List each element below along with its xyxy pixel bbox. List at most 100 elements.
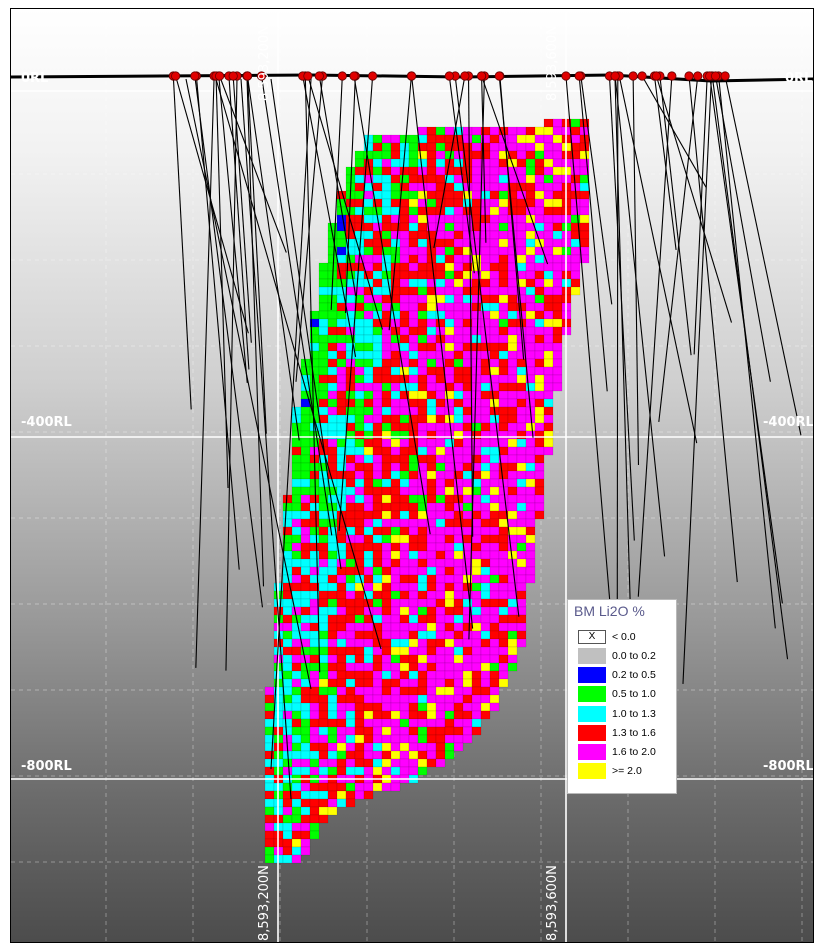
model-block <box>453 190 464 200</box>
model-block <box>363 190 374 200</box>
model-block <box>282 854 293 864</box>
model-block <box>408 598 419 608</box>
model-block <box>363 710 374 720</box>
model-block <box>507 422 518 432</box>
model-block <box>363 230 374 240</box>
model-block <box>480 294 491 304</box>
model-block <box>372 406 383 416</box>
model-block <box>381 438 392 448</box>
model-block <box>354 694 365 704</box>
legend-item: 1.0 to 1.3 <box>578 705 656 723</box>
model-block <box>309 750 320 760</box>
model-block <box>390 470 401 480</box>
model-block <box>291 470 302 480</box>
model-block <box>570 126 581 136</box>
model-block <box>489 462 500 472</box>
model-block <box>399 302 410 312</box>
model-block <box>507 494 518 504</box>
model-block <box>399 694 410 704</box>
model-block <box>498 398 509 408</box>
model-block <box>426 510 437 520</box>
drill-collar-marker <box>610 71 620 81</box>
model-block <box>399 446 410 456</box>
model-block <box>327 726 338 736</box>
model-block <box>408 278 419 288</box>
model-block <box>435 726 446 736</box>
model-block <box>480 598 491 608</box>
model-block <box>408 478 419 488</box>
model-block <box>507 446 518 456</box>
model-block <box>390 734 401 744</box>
model-block <box>408 462 419 472</box>
model-block <box>543 390 554 400</box>
model-block <box>507 598 518 608</box>
model-block <box>372 718 383 728</box>
legend-item: 0.0 to 0.2 <box>578 647 656 665</box>
model-block <box>264 686 275 696</box>
model-block <box>471 150 482 160</box>
rl-label-minus400-left: -400RL <box>21 415 72 430</box>
model-block <box>399 630 410 640</box>
model-block <box>426 390 437 400</box>
model-block <box>408 142 419 152</box>
legend-swatch <box>578 744 606 760</box>
model-block <box>327 238 338 248</box>
model-block <box>498 438 509 448</box>
model-block <box>516 470 527 480</box>
model-block <box>444 526 455 536</box>
model-block <box>291 766 302 776</box>
model-block <box>543 438 554 448</box>
model-block <box>282 814 293 824</box>
model-block <box>444 630 455 640</box>
model-block <box>318 550 329 560</box>
model-block <box>444 294 455 304</box>
model-block <box>480 582 491 592</box>
model-block <box>372 558 383 568</box>
model-block <box>345 446 356 456</box>
model-block <box>363 486 374 496</box>
drill-hole-trace <box>304 75 321 673</box>
model-block <box>507 198 518 208</box>
model-block <box>453 702 464 712</box>
model-block <box>534 382 545 392</box>
model-block <box>399 198 410 208</box>
model-block <box>372 342 383 352</box>
model-block <box>543 222 554 232</box>
model-block <box>408 494 419 504</box>
model-block <box>426 702 437 712</box>
model-block <box>381 662 392 672</box>
model-block <box>318 646 329 656</box>
drill-hole-trace <box>578 75 608 392</box>
model-block <box>453 358 464 368</box>
model-block <box>516 566 527 576</box>
model-block <box>435 558 446 568</box>
model-block <box>552 382 563 392</box>
model-block <box>516 630 527 640</box>
model-block <box>381 310 392 320</box>
model-block <box>291 742 302 752</box>
model-block <box>534 358 545 368</box>
model-block <box>390 454 401 464</box>
model-block <box>453 374 464 384</box>
model-block <box>435 150 446 160</box>
model-block <box>498 342 509 352</box>
model-block <box>507 382 518 392</box>
model-block <box>327 454 338 464</box>
model-block <box>408 374 419 384</box>
model-block <box>534 510 545 520</box>
model-block <box>282 614 293 624</box>
model-block <box>363 670 374 680</box>
drill-hole-trace <box>659 75 692 356</box>
model-block <box>435 214 446 224</box>
model-block <box>399 566 410 576</box>
legend-panel[interactable]: BM Li2O % X < 0.0 0.0 to 0.2 0.2 to 0.5 … <box>567 599 677 794</box>
model-block <box>471 598 482 608</box>
model-block <box>309 798 320 808</box>
model-block <box>363 318 374 328</box>
model-block <box>471 302 482 312</box>
model-block <box>399 710 410 720</box>
model-block <box>399 214 410 224</box>
model-block <box>471 510 482 520</box>
model-block <box>381 766 392 776</box>
